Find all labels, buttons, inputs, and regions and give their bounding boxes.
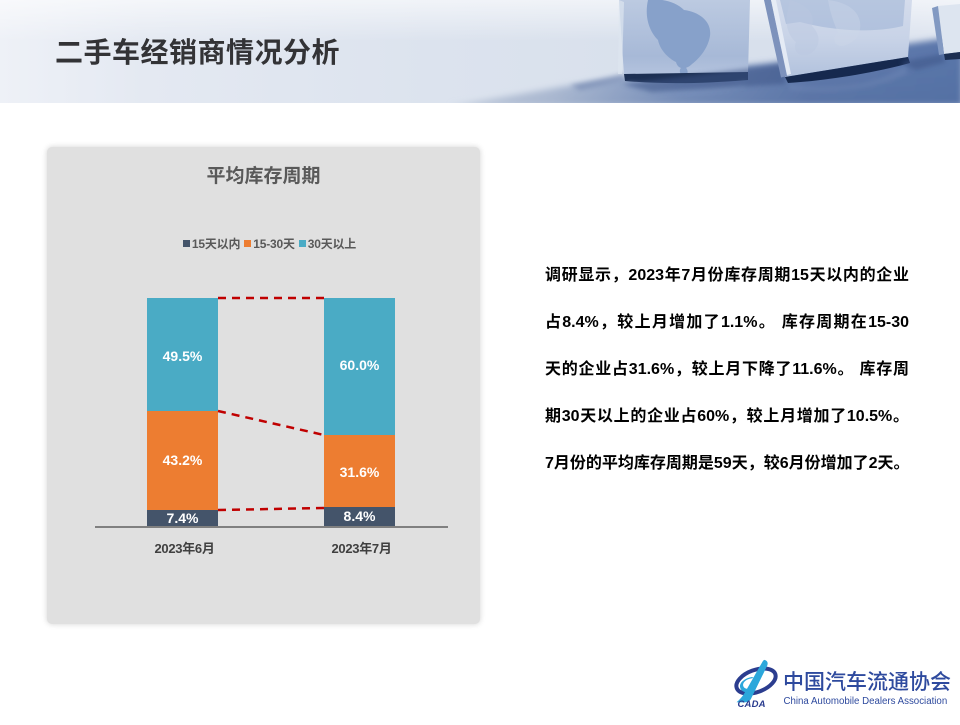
svg-text:China Automobile Dealers Assoc: China Automobile Dealers Association	[784, 696, 948, 707]
svg-text:CADA: CADA	[738, 699, 766, 710]
svg-text:中国汽车流通协会: 中国汽车流通协会	[783, 666, 951, 696]
